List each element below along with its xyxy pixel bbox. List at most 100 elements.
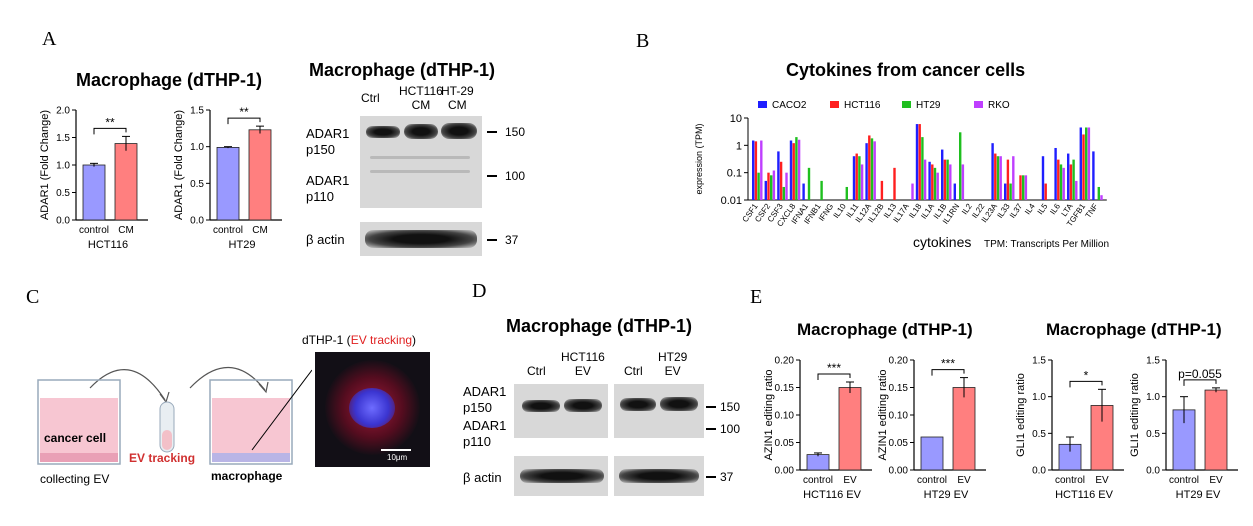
chart-e-gli1-hct116: 0.0 0.5 1.0 1.5 control EV * HCT116 EV GLI1 edit… [1015, 356, 1124, 501]
blot-d-lane-3: Ctrl [624, 364, 643, 378]
band [564, 399, 602, 412]
bar [920, 436, 944, 471]
bar [216, 147, 240, 221]
medium-1 [40, 398, 118, 462]
panel-e-title-right: Macrophage (dTHP-1) [1046, 320, 1222, 339]
chart-e-gli1-ht29: 0.0 0.5 1.0 1.5 control EV p=0.055 HT29 EV GLI1 … [1129, 356, 1238, 501]
x-tick-label: IL10 [832, 202, 849, 220]
bar [806, 454, 830, 471]
y-tick-label: 1.5 [1146, 356, 1160, 367]
band [522, 400, 560, 412]
bar [1072, 159, 1075, 200]
chart-e-azin1-hct116: 0.00 0.05 0.10 0.15 0.20 control EV *** HCT116 E… [763, 356, 872, 501]
band [620, 398, 656, 411]
caption-suffix: ) [412, 333, 417, 347]
x-axis-label: HCT116 EV [803, 489, 862, 501]
nucleus [349, 388, 395, 428]
marker-tick [487, 239, 497, 241]
significance-label: *** [941, 357, 955, 371]
dish-2 [209, 379, 293, 465]
blot-d-adar1-right [614, 384, 704, 438]
y-tick-label: 0.15 [889, 383, 909, 394]
marker-tick [706, 406, 716, 408]
y-tick-label: 0.05 [775, 438, 795, 449]
y-tick-label: 0.20 [889, 356, 909, 367]
y-axis-label: expression (TPM) [694, 123, 704, 194]
panel-a-blot-title: Macrophage (dTHP-1) [309, 60, 496, 80]
y-tick-label: 1.0 [56, 161, 70, 172]
y-tick-label: 1 [736, 140, 742, 152]
significance-label: ** [239, 105, 249, 119]
y-tick-label: 10 [730, 113, 742, 125]
bar [1087, 127, 1091, 200]
y-tick-label: 1.0 [1146, 392, 1160, 403]
bar [1075, 180, 1078, 200]
bar [754, 141, 758, 200]
bar [1022, 175, 1025, 200]
bar [1054, 147, 1057, 200]
x-tick-label: EV [843, 475, 857, 486]
y-tick-label: 2.0 [56, 106, 70, 117]
significance-label: *** [827, 361, 841, 375]
x-tick-label: control [917, 475, 947, 486]
y-tick-label: 0.20 [775, 356, 795, 367]
bar [1057, 159, 1060, 200]
panel-b-title: Cytokines from cancer cells [786, 60, 1026, 80]
bar [1100, 195, 1103, 200]
significance-bracket [1183, 379, 1217, 386]
bar [777, 151, 780, 200]
panel-e-title-left: Macrophage (dTHP-1) [797, 320, 973, 339]
bar [959, 132, 962, 200]
blot-d-marker-37: 37 [720, 470, 734, 484]
cancer-cell-label: cancer cell [44, 431, 107, 445]
bar [807, 167, 811, 200]
x-axis-label: HT29 EV [1176, 489, 1221, 501]
bar [858, 156, 861, 200]
y-tick-label: 0.5 [190, 179, 204, 190]
y-tick-label: 0.0 [56, 216, 70, 227]
y-tick-label: 1.5 [56, 133, 70, 144]
legend-swatch [902, 101, 911, 108]
significance-bracket [227, 117, 261, 125]
blot-d-marker-150: 150 [720, 400, 741, 414]
bar [792, 143, 795, 200]
blot-d-p150-label: ADAR1 p150 [463, 384, 507, 415]
bar [1012, 156, 1015, 200]
y-tick-label: 0.0 [190, 216, 204, 227]
significance-bracket [817, 373, 851, 380]
bar [1044, 183, 1047, 200]
y-tick-label: 1.0 [190, 142, 204, 153]
bar [923, 159, 927, 200]
bar [953, 183, 956, 200]
flow-arrow [89, 369, 166, 401]
marker-tick [706, 428, 716, 430]
blot-a-actin-label: β actin [306, 232, 345, 247]
significance-label: ** [105, 115, 115, 129]
bar [782, 186, 785, 200]
cells-1 [40, 453, 118, 462]
bar [961, 164, 965, 200]
band-faint [370, 170, 470, 173]
panel-c-schematic [37, 366, 312, 465]
legend-label: HT29 [916, 100, 941, 111]
bar [752, 140, 755, 200]
y-tick-label: 0.10 [889, 411, 909, 422]
panel-c-caption: dTHP-1 (EV tracking) [302, 333, 416, 347]
bar [760, 140, 763, 200]
blot-a-p150-label: ADAR1 p150 [306, 126, 350, 157]
bar [915, 124, 919, 200]
x-tick-label: control [1169, 475, 1199, 486]
bar [1067, 153, 1070, 200]
blot-a-lane-3: HT-29 CM [441, 84, 474, 112]
bar [852, 156, 856, 200]
x-tick-label: IL37 [1008, 202, 1025, 220]
bar [82, 164, 106, 221]
y-axis-label: GLI1 editing ratio [1015, 373, 1027, 457]
bar [1019, 175, 1022, 200]
collecting-ev-label: collecting EV [40, 472, 110, 486]
legend-swatch [830, 101, 839, 108]
blot-d-lane-1: Ctrl [527, 364, 546, 378]
blot-d-p110-label: ADAR1 p110 [463, 418, 507, 449]
y-tick-label: 0.00 [889, 466, 909, 477]
legend-swatch [758, 101, 767, 108]
